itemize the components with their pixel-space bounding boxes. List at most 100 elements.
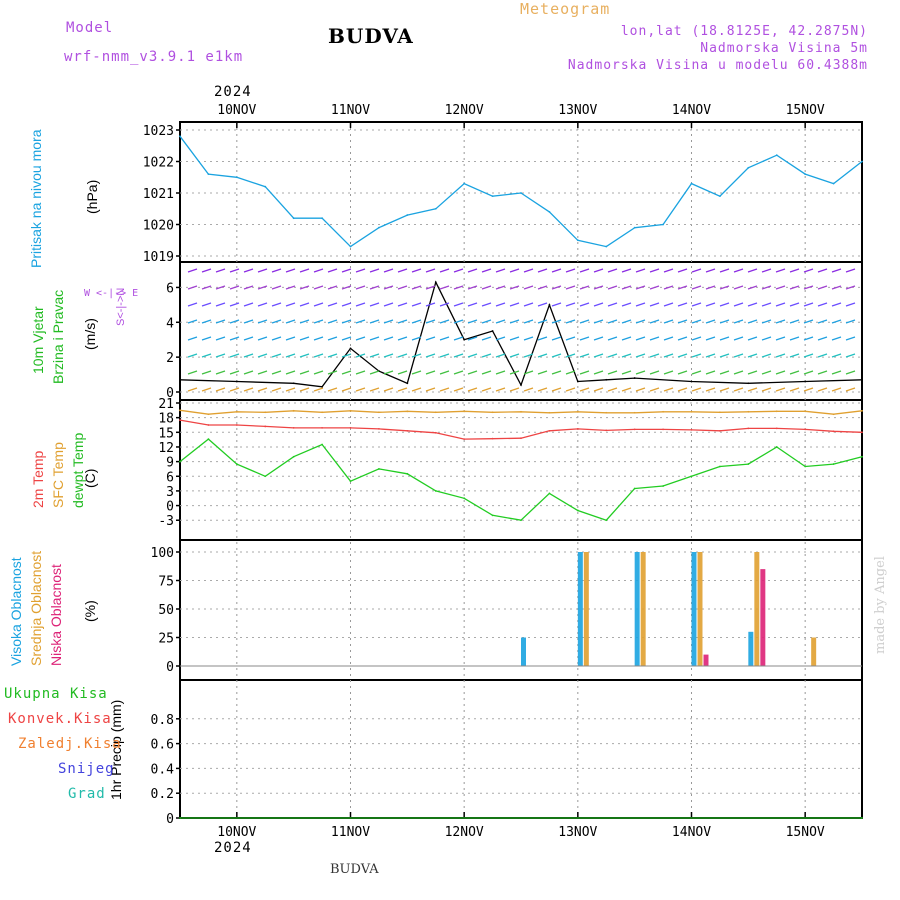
- wind-arrow: [817, 319, 828, 324]
- date-label-bottom: 14NOV: [672, 825, 711, 840]
- wind-arrow: [509, 285, 520, 290]
- wind-arrow: [439, 370, 450, 375]
- wind-arrow: [481, 268, 492, 273]
- wind-arrow: [677, 387, 688, 392]
- wind-arrow: [593, 302, 604, 307]
- data-point-temperature: [235, 463, 238, 465]
- data-point-temperature: [605, 429, 608, 432]
- product-title: Meteogram: [520, 0, 611, 18]
- panel-frame-wind: [179, 261, 863, 401]
- data-point-temperature: [235, 410, 238, 413]
- wind-arrow: [509, 336, 520, 341]
- wind-arrow: [369, 387, 380, 392]
- data-point-temperature: [491, 437, 494, 440]
- data-point-temperature: [832, 463, 835, 465]
- wind-arrow: [509, 268, 520, 273]
- wind-arrow: [299, 336, 310, 341]
- wind-arrow: [551, 302, 562, 307]
- wind-arrow: [537, 319, 548, 324]
- wind-arrow: [397, 336, 408, 341]
- wind-arrow: [327, 319, 338, 324]
- data-point-pressure: [775, 154, 778, 157]
- wind-arrow: [243, 387, 254, 392]
- wind-arrow: [383, 302, 394, 307]
- wind-arrow: [817, 370, 828, 375]
- data-point-pressure: [349, 245, 352, 248]
- panel-frame-precip: [179, 679, 863, 819]
- wind-arrow: [719, 285, 730, 290]
- wind-arrow: [425, 268, 436, 273]
- series-line-temperature: [179, 419, 863, 440]
- wind-arrow: [817, 302, 828, 307]
- wind-arrow: [607, 285, 618, 290]
- data-point-temperature: [235, 424, 238, 426]
- wind-arrow: [215, 285, 226, 290]
- y-tick-label-pressure: 1021: [143, 187, 174, 202]
- wind-arrow: [607, 336, 618, 341]
- wind-arrow: [593, 387, 604, 392]
- wind-arrow: [425, 336, 436, 341]
- wind-arrow: [831, 353, 842, 358]
- wind-arrow: [467, 387, 478, 392]
- wind-arrow: [551, 336, 562, 341]
- data-point-wind: [321, 385, 323, 388]
- data-point-temperature: [406, 410, 409, 413]
- wind-arrow: [425, 302, 436, 307]
- wind-arrow: [677, 268, 688, 273]
- cloud-bar: [521, 637, 526, 666]
- wind-arrow: [397, 268, 408, 273]
- wind-arrow: [691, 370, 702, 375]
- wind-arrow: [523, 336, 534, 341]
- wind-arrow: [635, 353, 646, 358]
- y-tick-label-precip: 0.4: [151, 762, 175, 777]
- wind-arrow: [607, 268, 618, 273]
- wind-arrow: [257, 268, 268, 273]
- data-point-temperature: [207, 424, 210, 426]
- wind-arrow: [775, 285, 786, 290]
- wind-arrow: [593, 370, 604, 375]
- wind-arrow: [845, 285, 856, 290]
- wind-arrow: [761, 336, 772, 341]
- wind-arrow: [523, 319, 534, 324]
- data-point-pressure: [264, 185, 267, 188]
- wind-arrow: [677, 302, 688, 307]
- wind-arrow: [495, 387, 506, 392]
- wind-arrow: [691, 285, 702, 290]
- wind-arrow: [845, 336, 856, 341]
- wind-arrow: [565, 268, 576, 273]
- wind-arrow: [425, 353, 436, 358]
- y-tick-label-cloud: 50: [158, 603, 174, 618]
- wind-arrow: [327, 285, 338, 290]
- wind-arrow: [803, 353, 814, 358]
- data-point-temperature: [378, 411, 380, 414]
- cloud-bar: [691, 552, 697, 666]
- wind-arrow: [341, 353, 352, 358]
- y-tick-label-temperature: 3: [166, 485, 174, 500]
- wind-arrow: [341, 268, 352, 273]
- wind-arrow: [243, 370, 254, 375]
- wind-arrow: [509, 302, 520, 307]
- wind-arrow: [831, 268, 842, 273]
- wind-arrow: [817, 268, 828, 273]
- wind-arrow: [803, 319, 814, 324]
- wind-arrow: [187, 387, 198, 392]
- data-point-pressure: [832, 182, 835, 185]
- data-point-wind: [179, 378, 181, 381]
- wind-arrow: [733, 353, 744, 358]
- cloud-bar: [748, 631, 754, 666]
- wind-arrow: [411, 302, 422, 307]
- wind-arrow: [481, 353, 492, 358]
- wind-arrow: [635, 285, 646, 290]
- y-tick-label-temperature: 0: [166, 500, 174, 515]
- station-title: BUDVA: [328, 24, 414, 48]
- data-point-temperature: [207, 413, 210, 416]
- wind-arrow: [257, 336, 268, 341]
- wind-arrow: [201, 285, 212, 290]
- wind-arrow: [663, 285, 674, 290]
- data-point-wind: [690, 380, 693, 383]
- wind-arrow: [383, 353, 394, 358]
- wind-arrow: [439, 268, 450, 273]
- wind-arrow: [341, 370, 352, 375]
- wind-arrow: [187, 319, 198, 324]
